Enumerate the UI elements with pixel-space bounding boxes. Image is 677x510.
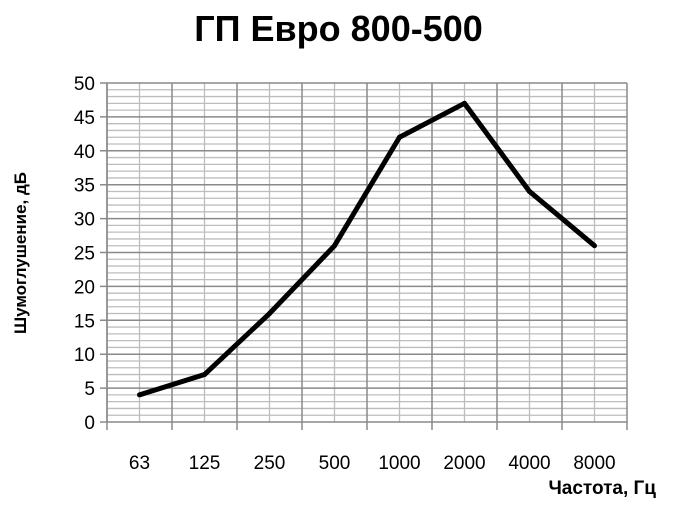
data-point <box>137 392 142 398</box>
y-tick-label: 35 <box>74 176 95 197</box>
x-tick-label: 8000 <box>573 453 615 474</box>
x-tick-label: 63 <box>129 453 150 474</box>
y-tick-label: 10 <box>74 345 95 366</box>
chart-title: ГП Евро 800-500 <box>194 8 483 49</box>
data-point <box>397 134 402 140</box>
grid <box>100 82 628 430</box>
y-tick-label: 25 <box>74 244 95 265</box>
axes <box>100 83 627 423</box>
data-point <box>462 100 467 106</box>
y-tick-label: 5 <box>84 379 95 400</box>
y-tick-label: 45 <box>74 108 95 129</box>
y-tick-label: 15 <box>74 311 95 332</box>
x-tick-label: 500 <box>319 453 351 474</box>
y-tick-label: 30 <box>74 210 95 231</box>
y-tick-label: 20 <box>74 277 95 298</box>
x-tick-label: 1000 <box>378 453 420 474</box>
y-axis-label: Шумоглушение, дБ <box>11 172 30 334</box>
x-tick-label: 2000 <box>443 453 485 474</box>
y-tick-label: 50 <box>74 74 95 95</box>
data-point <box>267 311 272 317</box>
data-point <box>202 372 207 378</box>
x-tick-label: 4000 <box>508 453 550 474</box>
x-tick-label: 125 <box>189 453 221 474</box>
y-tick-label: 0 <box>84 413 95 434</box>
data-point <box>592 243 597 249</box>
x-axis-label: Частота, Гц <box>548 478 656 499</box>
data-point <box>332 243 337 249</box>
data-point <box>527 188 532 194</box>
y-tick-label: 40 <box>74 142 95 163</box>
x-tick-label: 250 <box>254 453 286 474</box>
series-line <box>138 100 597 398</box>
tick-labels: 0 5 10 15 20 25 30 35 40 45 50 63 125 250 500 1000 2000 4… <box>74 74 616 474</box>
